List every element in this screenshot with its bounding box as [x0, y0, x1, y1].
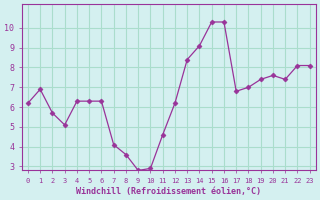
X-axis label: Windchill (Refroidissement éolien,°C): Windchill (Refroidissement éolien,°C) [76, 187, 261, 196]
